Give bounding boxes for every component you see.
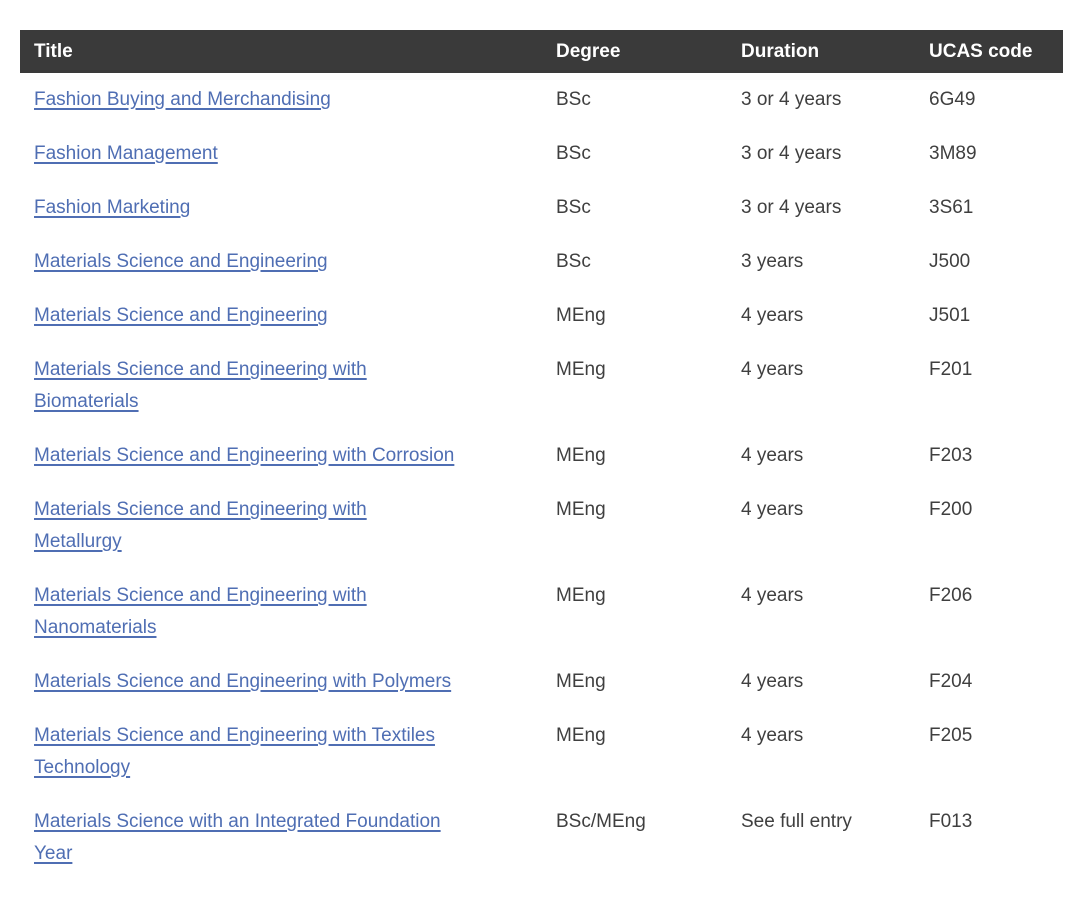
degree-cell: MEng [542,429,727,483]
course-link[interactable]: Materials Science and Engineering [34,251,328,272]
table-row: Fashion Management BSc 3 or 4 years 3M89 [20,127,1063,181]
table-row: Materials Science and Engineering with P… [20,655,1063,709]
ucas-code-cell: 3M89 [915,127,1063,181]
title-cell: Materials Science and Engineering with M… [20,483,542,569]
course-link[interactable]: Materials Science and Engineering with T… [34,725,435,778]
title-cell: Fashion Marketing [20,181,542,235]
table-row: Materials Science and Engineering BSc 3 … [20,235,1063,289]
course-table-container: Title Degree Duration UCAS code Fashion … [20,30,1063,881]
title-cell: Fashion Buying and Merchandising [20,73,542,127]
duration-cell: See full entry [727,795,915,881]
title-cell: Fashion Management [20,127,542,181]
ucas-code-cell: F201 [915,343,1063,429]
ucas-code-cell: J500 [915,235,1063,289]
degree-cell: MEng [542,483,727,569]
ucas-code-cell: F205 [915,709,1063,795]
degree-cell: BSc [542,73,727,127]
table-row: Materials Science and Engineering with M… [20,483,1063,569]
title-cell: Materials Science and Engineering [20,289,542,343]
course-link[interactable]: Fashion Management [34,143,218,164]
ucas-code-cell: F200 [915,483,1063,569]
degree-cell: MEng [542,709,727,795]
table-row: Materials Science and Engineering with N… [20,569,1063,655]
degree-cell: BSc [542,235,727,289]
title-cell: Materials Science with an Integrated Fou… [20,795,542,881]
ucas-code-cell: F013 [915,795,1063,881]
duration-cell: 3 or 4 years [727,127,915,181]
course-link[interactable]: Materials Science and Engineering with C… [34,445,455,466]
ucas-code-cell: F204 [915,655,1063,709]
degree-cell: BSc [542,127,727,181]
course-table: Title Degree Duration UCAS code Fashion … [20,30,1063,881]
table-row: Materials Science and Engineering MEng 4… [20,289,1063,343]
column-header-duration: Duration [727,30,915,73]
duration-cell: 4 years [727,483,915,569]
ucas-code-cell: J501 [915,289,1063,343]
duration-cell: 4 years [727,429,915,483]
course-link[interactable]: Materials Science and Engineering with P… [34,671,452,692]
degree-cell: MEng [542,289,727,343]
duration-cell: 4 years [727,655,915,709]
ucas-code-cell: 3S61 [915,181,1063,235]
course-link[interactable]: Fashion Marketing [34,197,191,218]
degree-cell: MEng [542,343,727,429]
duration-cell: 4 years [727,343,915,429]
table-row: Fashion Buying and Merchandising BSc 3 o… [20,73,1063,127]
course-link[interactable]: Materials Science and Engineering with B… [34,359,367,412]
table-body: Fashion Buying and Merchandising BSc 3 o… [20,73,1063,881]
header-row: Title Degree Duration UCAS code [20,30,1063,73]
degree-cell: BSc [542,181,727,235]
title-cell: Materials Science and Engineering with T… [20,709,542,795]
degree-cell: BSc/MEng [542,795,727,881]
title-cell: Materials Science and Engineering with B… [20,343,542,429]
ucas-code-cell: F206 [915,569,1063,655]
course-link[interactable]: Fashion Buying and Merchandising [34,89,331,110]
ucas-code-cell: 6G49 [915,73,1063,127]
ucas-code-cell: F203 [915,429,1063,483]
duration-cell: 4 years [727,289,915,343]
title-cell: Materials Science and Engineering with P… [20,655,542,709]
duration-cell: 4 years [727,709,915,795]
table-row: Materials Science with an Integrated Fou… [20,795,1063,881]
column-header-title: Title [20,30,542,73]
table-row: Materials Science and Engineering with C… [20,429,1063,483]
column-header-ucas-code: UCAS code [915,30,1063,73]
course-link[interactable]: Materials Science and Engineering with N… [34,585,367,638]
column-header-degree: Degree [542,30,727,73]
duration-cell: 3 or 4 years [727,73,915,127]
title-cell: Materials Science and Engineering [20,235,542,289]
course-link[interactable]: Materials Science with an Integrated Fou… [34,811,441,864]
duration-cell: 4 years [727,569,915,655]
degree-cell: MEng [542,655,727,709]
degree-cell: MEng [542,569,727,655]
title-cell: Materials Science and Engineering with C… [20,429,542,483]
course-link[interactable]: Materials Science and Engineering with M… [34,499,367,552]
duration-cell: 3 or 4 years [727,181,915,235]
duration-cell: 3 years [727,235,915,289]
title-cell: Materials Science and Engineering with N… [20,569,542,655]
table-row: Fashion Marketing BSc 3 or 4 years 3S61 [20,181,1063,235]
table-row: Materials Science and Engineering with T… [20,709,1063,795]
table-row: Materials Science and Engineering with B… [20,343,1063,429]
course-link[interactable]: Materials Science and Engineering [34,305,328,326]
table-header: Title Degree Duration UCAS code [20,30,1063,73]
